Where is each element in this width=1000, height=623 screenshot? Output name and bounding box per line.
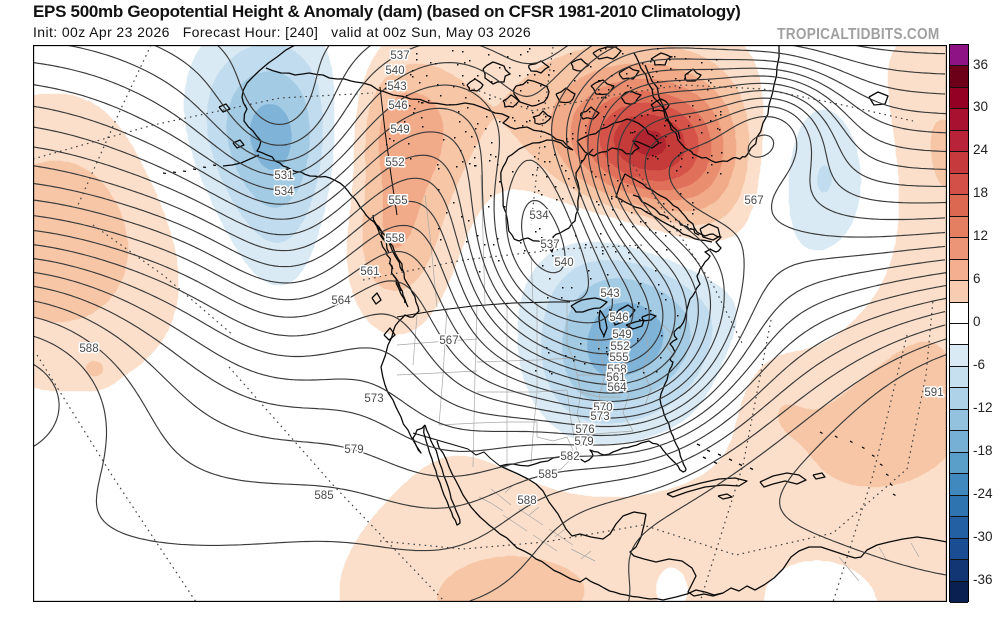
svg-text:588: 588 <box>517 495 536 507</box>
svg-text:537: 537 <box>540 239 559 251</box>
svg-text:579: 579 <box>574 436 593 448</box>
svg-text:540: 540 <box>385 65 404 77</box>
svg-text:543: 543 <box>387 81 406 93</box>
svg-text:534: 534 <box>529 210 549 222</box>
svg-text:567: 567 <box>744 195 763 207</box>
svg-text:552: 552 <box>385 157 404 169</box>
svg-text:549: 549 <box>390 124 409 136</box>
svg-text:534: 534 <box>274 186 294 198</box>
svg-text:585: 585 <box>538 469 557 481</box>
svg-text:549: 549 <box>612 329 631 341</box>
svg-text:537: 537 <box>390 50 409 62</box>
svg-text:585: 585 <box>314 490 333 502</box>
svg-text:570: 570 <box>593 402 612 414</box>
svg-text:558: 558 <box>607 364 626 376</box>
svg-text:564: 564 <box>607 382 627 394</box>
svg-text:561: 561 <box>360 266 379 278</box>
svg-text:591: 591 <box>924 387 943 399</box>
svg-text:555: 555 <box>388 195 407 207</box>
svg-text:543: 543 <box>600 288 619 300</box>
svg-text:567: 567 <box>439 335 458 347</box>
svg-text:579: 579 <box>344 444 363 456</box>
svg-text:531: 531 <box>274 170 293 182</box>
svg-text:552: 552 <box>610 341 629 353</box>
svg-text:576: 576 <box>575 424 594 436</box>
svg-text:573: 573 <box>590 411 609 423</box>
svg-text:582: 582 <box>560 451 579 463</box>
svg-text:546: 546 <box>609 312 628 324</box>
svg-text:546: 546 <box>388 100 407 112</box>
svg-text:561: 561 <box>606 372 625 384</box>
svg-text:573: 573 <box>364 393 383 405</box>
svg-text:558: 558 <box>385 233 404 245</box>
svg-text:588: 588 <box>79 343 98 355</box>
svg-text:564: 564 <box>331 295 351 307</box>
svg-text:555: 555 <box>609 352 628 364</box>
svg-text:540: 540 <box>554 257 573 269</box>
